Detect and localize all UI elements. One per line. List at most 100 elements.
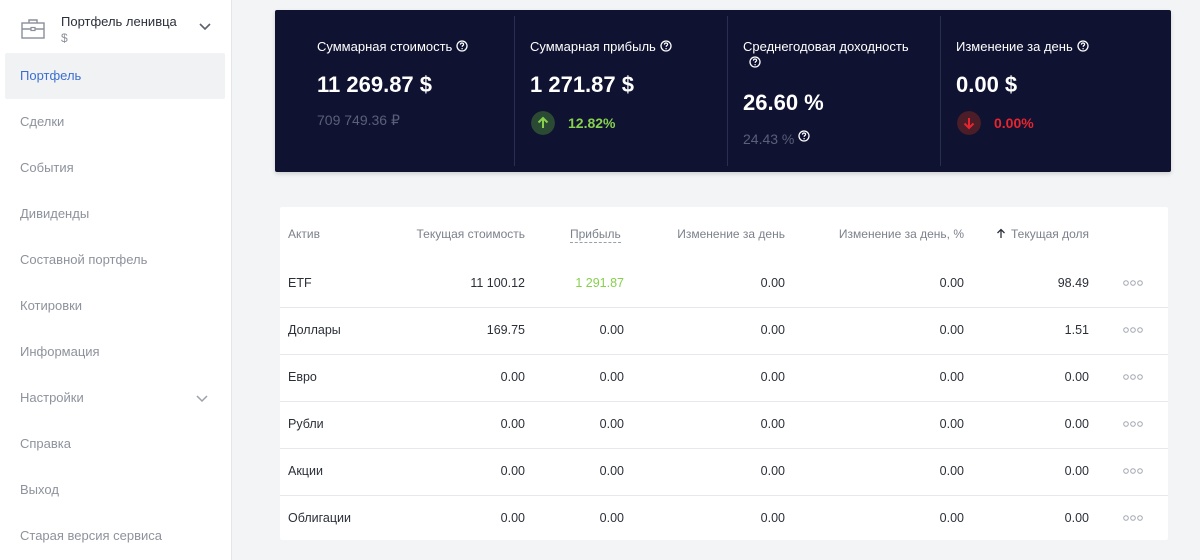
- summary-panel: Суммарная стоимость 11 269.87 $ 709 749.…: [275, 10, 1171, 172]
- row-divider: [280, 401, 1168, 402]
- total-value: 11 269.87 $: [317, 72, 433, 97]
- arrow-up-icon: [997, 228, 1005, 238]
- sidebar-item-label: Сделки: [20, 114, 65, 129]
- chevron-down-icon: [196, 395, 208, 403]
- more-icon[interactable]: [1123, 514, 1143, 522]
- total-value-card: Суммарная стоимость 11 269.87 $ 709 749.…: [275, 10, 515, 172]
- cell-asset[interactable]: Облигации: [288, 511, 351, 525]
- card-label: Суммарная стоимость: [317, 39, 468, 54]
- header-share-label: Текущая доля: [1011, 227, 1090, 241]
- total-profit: 1 271.87 $: [530, 72, 634, 97]
- sidebar-item-label: Старая версия сервиса: [20, 528, 163, 543]
- sidebar-item[interactable]: Котировки: [0, 283, 232, 329]
- total-profit-label: Суммарная прибыль: [530, 39, 656, 54]
- header-profit-label: Прибыль: [570, 227, 621, 243]
- sidebar-item[interactable]: Старая версия сервиса: [0, 513, 232, 559]
- sidebar-item[interactable]: Портфель: [5, 53, 225, 99]
- cell-share: 0.00: [1064, 417, 1089, 431]
- sidebar-item[interactable]: Выход: [0, 467, 232, 513]
- cell-share: 0.00: [1064, 464, 1089, 478]
- divider: [940, 16, 941, 166]
- header-share[interactable]: Текущая доля: [996, 227, 1089, 241]
- chevron-down-icon: [199, 23, 211, 31]
- day-change-label: Изменение за день: [956, 39, 1073, 54]
- holdings-table: Актив Текущая стоимость Прибыль Изменени…: [280, 207, 1168, 540]
- cell-day-change: 0.00: [760, 511, 785, 525]
- sidebar-item-label: Выход: [20, 482, 59, 497]
- cell-profit: 0.00: [599, 511, 624, 525]
- cell-day-change: 0.00: [760, 417, 785, 431]
- cell-profit: 0.00: [599, 464, 624, 478]
- help-icon[interactable]: [660, 40, 672, 52]
- cell-current-value: 0.00: [500, 464, 525, 478]
- more-icon[interactable]: [1123, 420, 1143, 428]
- cell-day-change-pct: 0.00: [939, 370, 964, 384]
- card-label: Изменение за день: [956, 39, 1089, 54]
- card-label: Суммарная прибыль: [530, 39, 672, 54]
- more-icon[interactable]: [1123, 467, 1143, 475]
- sidebar-item[interactable]: Сделки: [0, 99, 232, 145]
- cell-day-change-pct: 0.00: [939, 417, 964, 431]
- divider: [514, 16, 515, 166]
- cell-current-value: 11 100.12: [470, 276, 525, 290]
- sidebar-item-label: Котировки: [20, 298, 83, 313]
- header-day-change-pct[interactable]: Изменение за день, %: [838, 227, 964, 241]
- sidebar-item[interactable]: События: [0, 145, 232, 191]
- portfolio-currency: $: [61, 31, 68, 45]
- sidebar-item[interactable]: Составной портфель: [0, 237, 232, 283]
- cell-share: 1.51: [1064, 323, 1089, 337]
- row-divider: [280, 307, 1168, 308]
- day-change-percent: 0.00%: [994, 115, 1034, 131]
- cell-profit: 0.00: [599, 417, 624, 431]
- sidebar-item[interactable]: Дивиденды: [0, 191, 232, 237]
- help-icon[interactable]: [798, 130, 811, 142]
- sidebar-item-label: Информация: [20, 344, 100, 359]
- more-icon[interactable]: [1123, 373, 1143, 381]
- portfolio-name: Портфель ленивца: [61, 14, 177, 29]
- sidebar-item-label: Дивиденды: [20, 206, 90, 221]
- sidebar-item[interactable]: Настройки: [0, 375, 232, 421]
- cell-asset[interactable]: ETF: [288, 276, 312, 290]
- row-divider: [280, 354, 1168, 355]
- sidebar-item-label: События: [20, 160, 74, 175]
- cell-profit: 1 291.87: [575, 276, 624, 290]
- header-profit[interactable]: Прибыль: [570, 227, 621, 243]
- sidebar: Портфель ленивца $ Портфель Сделки События…: [0, 0, 232, 560]
- cell-share: 98.49: [1057, 276, 1089, 290]
- cell-current-value: 0.00: [500, 511, 525, 525]
- annual-yield-label: Среднегодовая доходность: [743, 39, 909, 54]
- cell-profit: 0.00: [599, 323, 624, 337]
- cell-day-change: 0.00: [760, 276, 785, 290]
- help-icon[interactable]: [1077, 40, 1089, 52]
- briefcase-icon: [21, 19, 45, 39]
- more-icon[interactable]: [1123, 326, 1143, 334]
- cell-asset[interactable]: Акции: [288, 464, 323, 478]
- row-divider: [280, 448, 1168, 449]
- portfolio-switcher[interactable]: Портфель ленивца $: [0, 0, 232, 52]
- cell-day-change-pct: 0.00: [939, 511, 964, 525]
- row-divider: [280, 495, 1168, 496]
- header-day-change[interactable]: Изменение за день: [677, 227, 785, 241]
- cell-day-change-pct: 0.00: [939, 464, 964, 478]
- more-icon[interactable]: [1123, 279, 1143, 287]
- sidebar-item[interactable]: Информация: [0, 329, 232, 375]
- total-profit-percent: 12.82%: [568, 115, 616, 131]
- header-asset[interactable]: Актив: [288, 227, 320, 241]
- sidebar-nav: Портфель Сделки События Дивиденды Составной …: [0, 53, 232, 559]
- sidebar-item[interactable]: Справка: [0, 421, 232, 467]
- help-icon[interactable]: [456, 40, 468, 52]
- cell-asset[interactable]: Доллары: [288, 323, 341, 337]
- cell-asset[interactable]: Рубли: [288, 417, 324, 431]
- cell-day-change: 0.00: [760, 464, 785, 478]
- help-icon[interactable]: [749, 56, 761, 68]
- sidebar-item-label: Справка: [20, 436, 71, 451]
- cell-share: 0.00: [1064, 511, 1089, 525]
- cell-asset[interactable]: Евро: [288, 370, 317, 384]
- total-value-rub: 709 749.36 ₽: [317, 112, 400, 128]
- header-current-value[interactable]: Текущая стоимость: [416, 227, 525, 241]
- sidebar-item-label: Настройки: [20, 390, 84, 405]
- cell-day-change-pct: 0.00: [939, 276, 964, 290]
- total-profit-card: Суммарная прибыль 1 271.87 $ 12.82%: [515, 10, 728, 172]
- cell-day-change: 0.00: [760, 370, 785, 384]
- cell-current-value: 0.00: [500, 370, 525, 384]
